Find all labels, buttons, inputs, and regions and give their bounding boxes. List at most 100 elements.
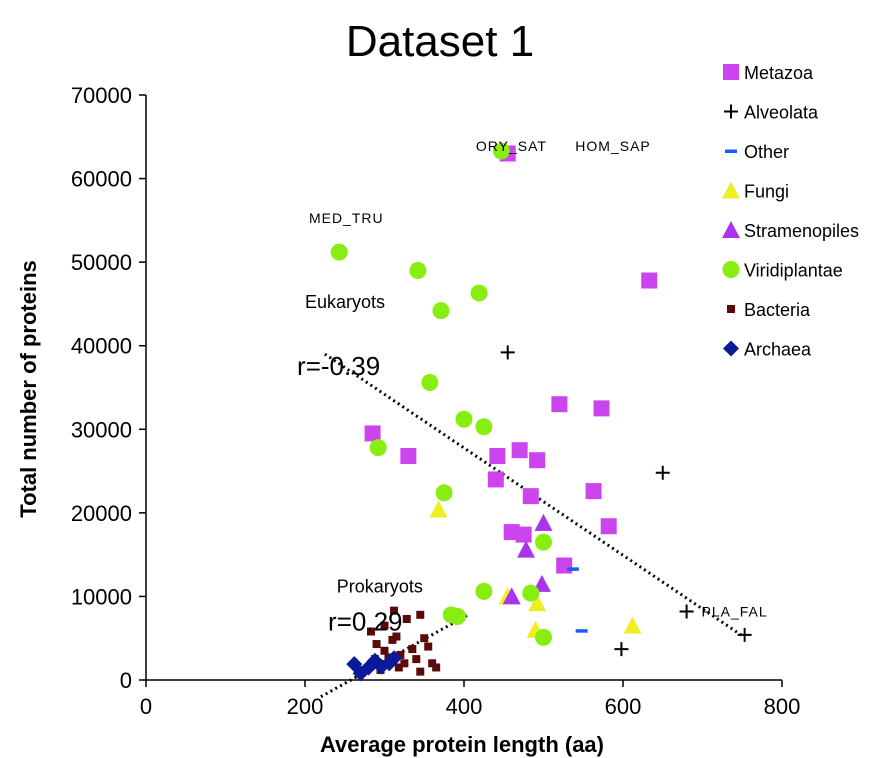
y-tick-label: 20000: [71, 501, 132, 526]
point-alveolata: [680, 604, 694, 618]
legend-label: Fungi: [744, 182, 789, 202]
trendlines: [321, 354, 742, 697]
legend-marker: [723, 261, 740, 278]
point-viridiplantae: [535, 534, 552, 551]
point-metazoa: [516, 527, 532, 543]
point-alveolata: [614, 642, 628, 656]
point-fungi: [624, 617, 642, 634]
point-bacteria: [403, 615, 411, 623]
point-bacteria: [373, 640, 381, 648]
point-bacteria: [416, 668, 424, 676]
point-metazoa: [594, 400, 610, 416]
annotation-pla-fal: PLA_FAL: [702, 603, 768, 619]
point-viridiplantae: [475, 583, 492, 600]
legend-marker: [722, 182, 740, 199]
point-other: [567, 567, 579, 571]
legend-item-stramenopiles: Stramenopiles: [722, 221, 859, 241]
point-metazoa: [512, 442, 528, 458]
point-viridiplantae: [409, 262, 426, 279]
point-alveolata: [738, 628, 752, 642]
point-metazoa: [586, 483, 602, 499]
x-tick-label: 600: [605, 694, 642, 719]
annotation-r-0-39: r=-0.39: [297, 351, 380, 381]
legend-label: Alveolata: [744, 103, 819, 123]
annotation-ory-sat: ORY_SAT: [476, 138, 547, 154]
y-tick-label: 50000: [71, 250, 132, 275]
point-viridiplantae: [522, 585, 539, 602]
point-viridiplantae: [535, 629, 552, 646]
point-stramenopiles: [535, 514, 553, 531]
legend-item-fungi: Fungi: [722, 182, 789, 202]
legend-label: Metazoa: [744, 63, 814, 83]
y-tick-label: 70000: [71, 83, 132, 108]
x-tick-label: 400: [446, 694, 483, 719]
legend-marker: [727, 305, 735, 313]
legend-label: Stramenopiles: [744, 221, 859, 241]
point-viridiplantae: [432, 302, 449, 319]
annotations: ORY_SAT HOM_SAP MED_TRU PLA_FAL Eukaryots r=-…: [297, 138, 768, 637]
y-axis-title: Total number of proteins: [16, 260, 41, 517]
point-metazoa: [641, 273, 657, 289]
y-tick-label: 40000: [71, 334, 132, 359]
point-metazoa: [488, 471, 504, 487]
legend-label: Viridiplantae: [744, 261, 843, 281]
legend-label: Other: [744, 142, 789, 162]
legend-label: Bacteria: [744, 300, 811, 320]
legend-marker: [724, 105, 738, 119]
point-viridiplantae: [331, 244, 348, 261]
x-tick-label: 800: [764, 694, 801, 719]
annotation-prokaryots: Prokaryots: [337, 576, 423, 596]
point-bacteria: [395, 663, 403, 671]
series-metazoa: [365, 146, 658, 574]
legend-item-metazoa: Metazoa: [723, 63, 814, 83]
legend-item-archaea: Archaea: [723, 340, 812, 360]
legend: Metazoa Alveolata Other Fungi Stramenopiles V…: [722, 63, 859, 360]
point-viridiplantae: [471, 285, 488, 302]
point-metazoa: [489, 448, 505, 464]
point-viridiplantae: [475, 418, 492, 435]
legend-item-viridiplantae: Viridiplantae: [723, 261, 843, 281]
legend-item-alveolata: Alveolata: [724, 103, 819, 123]
data-points: [331, 142, 752, 681]
x-tick-label: 200: [287, 694, 324, 719]
point-metazoa: [529, 452, 545, 468]
point-alveolata: [501, 345, 515, 359]
series-other: [567, 567, 588, 632]
point-metazoa: [601, 518, 617, 534]
point-alveolata: [656, 466, 670, 480]
point-stramenopiles: [517, 541, 535, 558]
legend-marker: [723, 341, 739, 357]
x-tick-label: 0: [140, 694, 152, 719]
legend-item-bacteria: Bacteria: [727, 300, 811, 320]
point-metazoa: [556, 558, 572, 574]
point-viridiplantae: [421, 374, 438, 391]
point-metazoa: [551, 396, 567, 412]
chart-title: Dataset 1: [346, 17, 534, 66]
y-tick-label: 30000: [71, 417, 132, 442]
point-bacteria: [416, 611, 424, 619]
legend-marker: [723, 64, 739, 80]
point-fungi: [430, 501, 448, 518]
legend-marker: [725, 150, 737, 154]
annotation-eukaryots: Eukaryots: [305, 292, 385, 312]
point-viridiplantae: [436, 484, 453, 501]
legend-label: Archaea: [744, 340, 812, 360]
point-viridiplantae: [370, 439, 387, 456]
point-bacteria: [424, 643, 432, 651]
point-bacteria: [408, 645, 416, 653]
point-other: [576, 629, 588, 633]
annotation-hom-sap: HOM_SAP: [575, 138, 650, 154]
axes: 0 200 400 600 800 0 10000 20000 30000 40000 50000 6…: [71, 83, 801, 719]
legend-item-other: Other: [725, 142, 789, 162]
annotation-med-tru: MED_TRU: [309, 210, 384, 226]
annotation-r-0-29: r=0.29: [328, 607, 402, 637]
point-viridiplantae: [456, 411, 473, 428]
point-viridiplantae: [449, 608, 466, 625]
point-bacteria: [420, 634, 428, 642]
point-metazoa: [523, 488, 539, 504]
x-axis-title: Average protein length (aa): [320, 732, 604, 757]
y-tick-label: 60000: [71, 167, 132, 192]
point-metazoa: [365, 425, 381, 441]
point-bacteria: [412, 655, 420, 663]
